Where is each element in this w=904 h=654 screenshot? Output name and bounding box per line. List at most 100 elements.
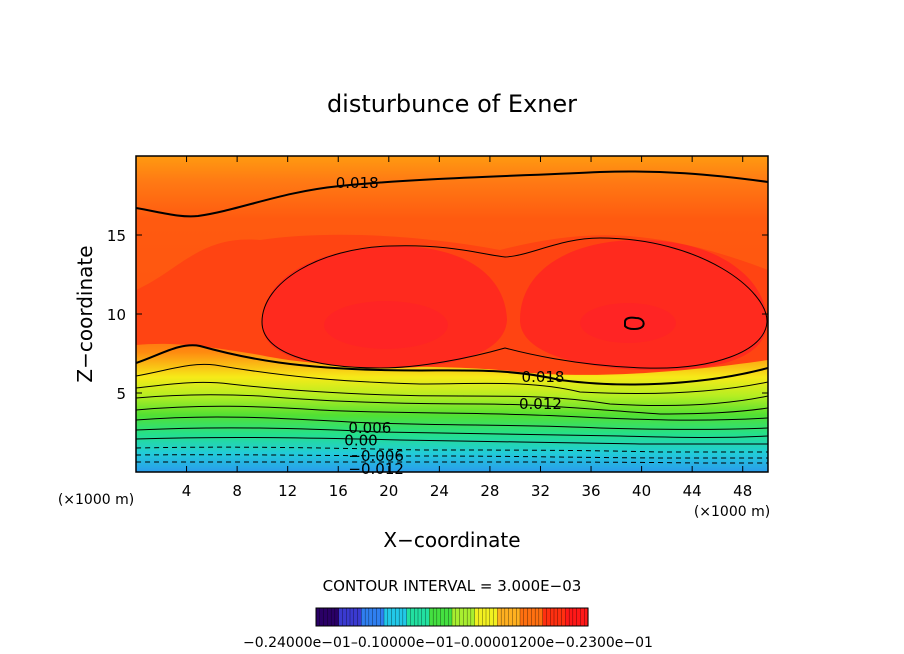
contour-line-6: [136, 394, 768, 415]
x-tick-label: 36: [581, 482, 600, 500]
colorbar-segment: [550, 607, 555, 627]
colorbar-segment: [538, 607, 544, 627]
colorbar-segment: [395, 607, 400, 627]
colorbar-segment: [448, 607, 453, 627]
colorbar-segment: [512, 607, 517, 627]
colorbar-segment: [534, 607, 540, 627]
colorbar-segment: [546, 607, 551, 627]
colorbar-segment: [553, 607, 559, 627]
colorbar-segment: [319, 607, 325, 627]
y-axis-ticks: 5 10 15: [107, 227, 768, 403]
contour-line-4: [136, 363, 768, 395]
colorbar-segment: [432, 607, 438, 627]
x-tick-label: 16: [329, 482, 348, 500]
colorbar-segment: [346, 607, 351, 627]
colorbar-segment: [349, 607, 355, 627]
colorbar-segment: [451, 607, 457, 627]
contour-label: −0.006: [348, 447, 404, 465]
x-tick-label: 40: [632, 482, 651, 500]
x-tick-label: 20: [379, 482, 398, 500]
colorbar-segment: [580, 607, 585, 627]
contour-line-3: [136, 344, 768, 386]
y-tick-label: 5: [116, 385, 126, 403]
colorbar-segment: [376, 607, 381, 627]
colorbar-segment: [440, 607, 445, 627]
x-tick-label: 8: [232, 482, 242, 500]
colorbar-segment: [568, 607, 574, 627]
colorbar-segment: [497, 607, 502, 627]
colorbar-segment: [353, 607, 359, 627]
colorbar-segment: [338, 607, 343, 627]
contour-line-8: [136, 416, 768, 430]
contour-line-10: [136, 436, 768, 445]
colorbar-segment: [334, 607, 340, 627]
x-tick-label: 4: [182, 482, 192, 500]
colorbar-segment: [516, 607, 521, 627]
contour-label: 0.018: [336, 174, 379, 192]
y-tick-label: 10: [107, 306, 126, 324]
colorbar-segment: [368, 607, 374, 627]
x-tick-label: 44: [683, 482, 702, 500]
x-axis-ticks: 4 8 12 16 20 24 28 32 36 40 44 48: [182, 156, 752, 500]
colorbar-segment: [572, 607, 578, 627]
colorbar-frame: [315, 607, 589, 627]
contour-interval-text: CONTOUR INTERVAL = 3.000E−03: [323, 577, 582, 595]
x-unit-left: (×1000 m): [58, 492, 134, 508]
colorbar-segment: [519, 607, 525, 627]
colorbar-segment: [414, 607, 419, 627]
colorbar-segment: [361, 607, 366, 627]
colorbar-segment: [402, 607, 408, 627]
colorbar-segment: [357, 607, 362, 627]
colorbar-segment: [406, 607, 411, 627]
contour-line-9: [136, 427, 768, 438]
colorbar-segment: [474, 607, 479, 627]
contour-label: 0.018: [522, 368, 565, 386]
contour-label: 0.012: [519, 395, 562, 413]
x-tick-label: 32: [531, 482, 550, 500]
colorbar-segment: [364, 607, 370, 627]
colorbar-segment: [500, 607, 506, 627]
y-tick-label: 15: [107, 227, 126, 245]
colorbar-segment: [444, 607, 449, 627]
contour-line-13: [136, 461, 768, 464]
contour-line-12: [136, 454, 768, 459]
colorbar-segment: [523, 607, 529, 627]
colorbar-segment: [327, 607, 332, 627]
colorbar-segment: [478, 607, 483, 627]
colorbar-segment: [330, 607, 336, 627]
colorbar-segment: [466, 607, 472, 627]
colorbar-segment: [493, 607, 498, 627]
colorbar-segment: [383, 607, 389, 627]
field-core-right: [580, 303, 676, 343]
colorbar-labels: −0.24000e−01–0.10000e−01–0.00001200e−0.2…: [243, 635, 653, 651]
colorbar-segment: [482, 607, 487, 627]
colorbar-segment: [561, 607, 566, 627]
colorbar-segment: [417, 607, 423, 627]
colorbar-segment: [542, 607, 547, 627]
field-core-left: [324, 301, 448, 349]
colorbar-segment: [470, 607, 476, 627]
colorbar: [315, 607, 589, 627]
y-axis-label: Z−coordinate: [73, 245, 97, 382]
colorbar-segment: [391, 607, 396, 627]
colorbar-segment: [410, 607, 415, 627]
colorbar-segment: [463, 607, 468, 627]
contour-line-0: [136, 170, 768, 218]
colorbar-segment: [398, 607, 404, 627]
contour-line-1: [261, 237, 768, 369]
colorbar-segment: [429, 607, 434, 627]
colorbar-segment: [485, 607, 491, 627]
colorbar-segment: [504, 607, 510, 627]
colorbar-segment: [323, 607, 328, 627]
contour-line-7: [136, 405, 768, 421]
contour-label: −0.012: [348, 460, 404, 478]
x-tick-label: 28: [480, 482, 499, 500]
x-tick-label: 24: [430, 482, 449, 500]
colorbar-segment: [576, 607, 581, 627]
colorbar-segment: [489, 607, 495, 627]
colorbar-segment: [531, 607, 536, 627]
plot-area: [136, 156, 768, 472]
colorbar-segment: [527, 607, 532, 627]
